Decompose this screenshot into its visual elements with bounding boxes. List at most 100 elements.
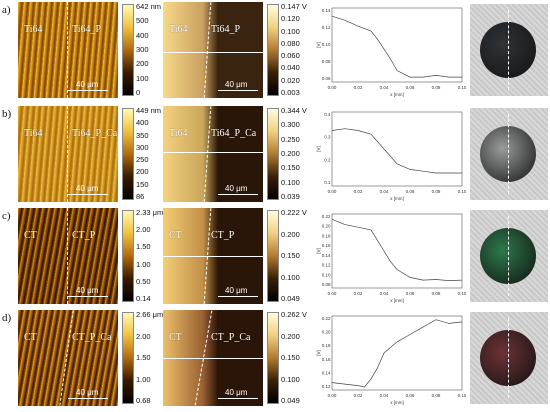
topography-map: Ti64 Ti64_P 40 μm — [18, 2, 118, 98]
panel-label: d) — [2, 312, 12, 324]
scale-bar — [68, 194, 108, 195]
colorbar-tick: 0.003 — [281, 88, 300, 97]
line-profile-chart: 0.00 0.02 0.04 0.06 0.08 0.10 0.14 0.12 0.10 0.08… — [316, 7, 466, 97]
topography-colorbar — [122, 4, 134, 96]
line-profile-chart: 0.00 0.02 0.04 0.06 0.08 0.10 0.4 0.3 0.2 0.1 x [m… — [316, 111, 466, 201]
y-axis-label: [V] — [316, 146, 321, 152]
colorbar-tick: 0.049 — [281, 294, 300, 303]
region-label-left: CT — [169, 332, 182, 343]
y-tick-label: 0.14 — [322, 8, 331, 13]
sample-photo — [470, 108, 548, 200]
kpfm-map: Ti64 Ti64_P_Ca 40 μm — [163, 106, 263, 202]
x-axis-label: x [mm] — [390, 196, 404, 201]
topography-texture — [18, 106, 118, 202]
colorbar-tick: 1.00 — [136, 259, 151, 269]
colorbar-tick: 2.33 μm — [136, 208, 164, 217]
boundary-line — [508, 216, 509, 296]
colorbar-tick: 0.100 — [281, 26, 300, 36]
panel-label: a) — [2, 4, 11, 16]
topography-colorbar-ticks: 449 nm 400 350 300 250 200 150 86 — [136, 104, 168, 204]
colorbar-tick: 0.150 — [281, 353, 300, 362]
x-tick-label: 0.02 — [354, 291, 363, 296]
scale-bar-label: 40 μm — [225, 184, 248, 193]
y-tick-label: 0.12 — [322, 25, 331, 30]
x-tick-label: 0.06 — [406, 393, 415, 398]
colorbar-tick: 0.250 — [281, 134, 300, 144]
region-label-left: Ti64 — [169, 24, 188, 35]
x-tick-label: 0.10 — [458, 85, 466, 90]
profile-line — [163, 52, 263, 53]
colorbar-tick: 0.100 — [281, 374, 300, 384]
colorbar-tick: 0.080 — [281, 38, 300, 48]
y-tick-label: 0.10 — [322, 272, 331, 277]
kpfm-colorbar — [267, 4, 279, 96]
topography-texture — [18, 208, 118, 304]
topography-colorbar — [122, 210, 134, 302]
colorbar-tick: 0.262 V — [281, 310, 307, 319]
kpfm-colorbar — [267, 312, 279, 404]
colorbar-tick: 0.200 — [281, 331, 300, 341]
colorbar-tick: 1.50 — [136, 353, 151, 362]
region-label-right: CT_P_Ca — [211, 332, 251, 343]
kpfm-map: CT CT_P 40 μm — [163, 208, 263, 304]
x-tick-label: 0.04 — [380, 393, 389, 398]
figure-row: a) Ti64 Ti64_P 40 μm 642 nm 500 400 300 200 100 0 T… — [0, 0, 550, 100]
boundary-line — [67, 106, 68, 202]
x-tick-label: 0.08 — [432, 189, 441, 194]
y-tick-label: 0.1 — [324, 180, 331, 185]
colorbar-tick: 1.50 — [136, 242, 151, 252]
x-tick-label: 0.02 — [354, 189, 363, 194]
figure-row: c) CT CT_P 40 μm 2.33 μm 2.00 1.50 1.00 0.50 0.14… — [0, 206, 550, 306]
plot-frame — [331, 213, 463, 289]
region-label-left: CT — [24, 230, 37, 241]
x-tick-label: 0.02 — [354, 393, 363, 398]
topography-colorbar — [122, 108, 134, 200]
scale-bar — [218, 194, 258, 195]
colorbar-tick: 0 — [136, 88, 141, 97]
kpfm-colorbar-ticks: 0.262 V 0.200 0.150 0.100 0.049 — [281, 308, 315, 408]
x-tick-label: 0.08 — [432, 393, 441, 398]
colorbar-tick: 0.200 — [281, 149, 300, 158]
topography-map: CT CT_P 40 μm — [18, 208, 118, 304]
colorbar-tick: 1.00 — [136, 374, 151, 384]
colorbar-tick: 0.147 V — [281, 2, 307, 11]
scale-bar — [218, 90, 258, 91]
topography-colorbar-ticks: 2.33 μm 2.00 1.50 1.00 0.50 0.14 — [136, 206, 168, 306]
colorbar-tick: 0.039 — [281, 192, 300, 201]
y-tick-label: 0.08 — [322, 282, 331, 287]
x-axis-label: x [mm] — [390, 92, 404, 97]
region-label-right: CT_P — [72, 230, 96, 241]
colorbar-tick: 350 — [136, 130, 149, 140]
region-label-right: Ti64_P — [72, 24, 102, 35]
profile-line — [163, 358, 263, 359]
scale-bar — [218, 296, 258, 297]
colorbar-tick: 0.344 V — [281, 106, 307, 115]
x-tick-label: 0.10 — [458, 291, 466, 296]
profile-line — [163, 256, 263, 257]
x-tick-label: 0.00 — [328, 393, 337, 398]
x-tick-label: 0.10 — [458, 393, 466, 398]
scale-bar-label: 40 μm — [76, 80, 99, 89]
colorbar-tick: 86 — [136, 192, 145, 201]
kpfm-colorbar — [267, 210, 279, 302]
profile-series-line — [331, 218, 463, 281]
colorbar-tick: 400 — [136, 30, 149, 40]
scale-bar-label: 40 μm — [76, 184, 99, 193]
x-tick-label: 0.04 — [380, 291, 389, 296]
x-axis-label: x [mm] — [390, 298, 404, 303]
colorbar-tick: 300 — [136, 142, 149, 152]
colorbar-tick: 400 — [136, 118, 149, 128]
scale-bar — [68, 90, 108, 91]
boundary-line — [67, 2, 68, 98]
boundary-line — [508, 318, 509, 398]
region-label-right: Ti64_P_Ca — [211, 128, 257, 139]
region-label-right: CT_P_Ca — [72, 332, 112, 343]
x-tick-label: 0.10 — [458, 189, 466, 194]
colorbar-tick: 0.14 — [136, 294, 151, 303]
colorbar-tick: 0.68 — [136, 396, 151, 405]
region-label-left: Ti64 — [24, 128, 43, 139]
colorbar-tick: 0.150 — [281, 251, 300, 260]
y-axis-label: [V] — [316, 248, 321, 254]
x-tick-label: 0.00 — [328, 291, 337, 296]
colorbar-tick: 2.00 — [136, 225, 151, 235]
